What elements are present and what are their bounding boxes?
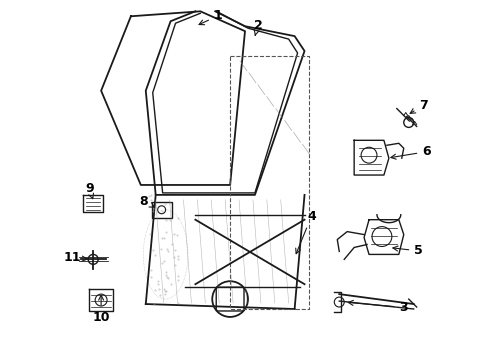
Text: 9: 9 — [85, 182, 94, 199]
Text: 2: 2 — [253, 19, 262, 35]
Text: 5: 5 — [393, 244, 423, 257]
Text: 7: 7 — [410, 99, 428, 113]
Text: 8: 8 — [140, 195, 155, 208]
Text: 6: 6 — [391, 145, 431, 159]
Text: 11: 11 — [64, 251, 87, 264]
Text: 4: 4 — [296, 210, 316, 254]
Text: 1: 1 — [199, 9, 222, 25]
Text: 3: 3 — [348, 300, 408, 314]
Text: 10: 10 — [93, 295, 110, 324]
